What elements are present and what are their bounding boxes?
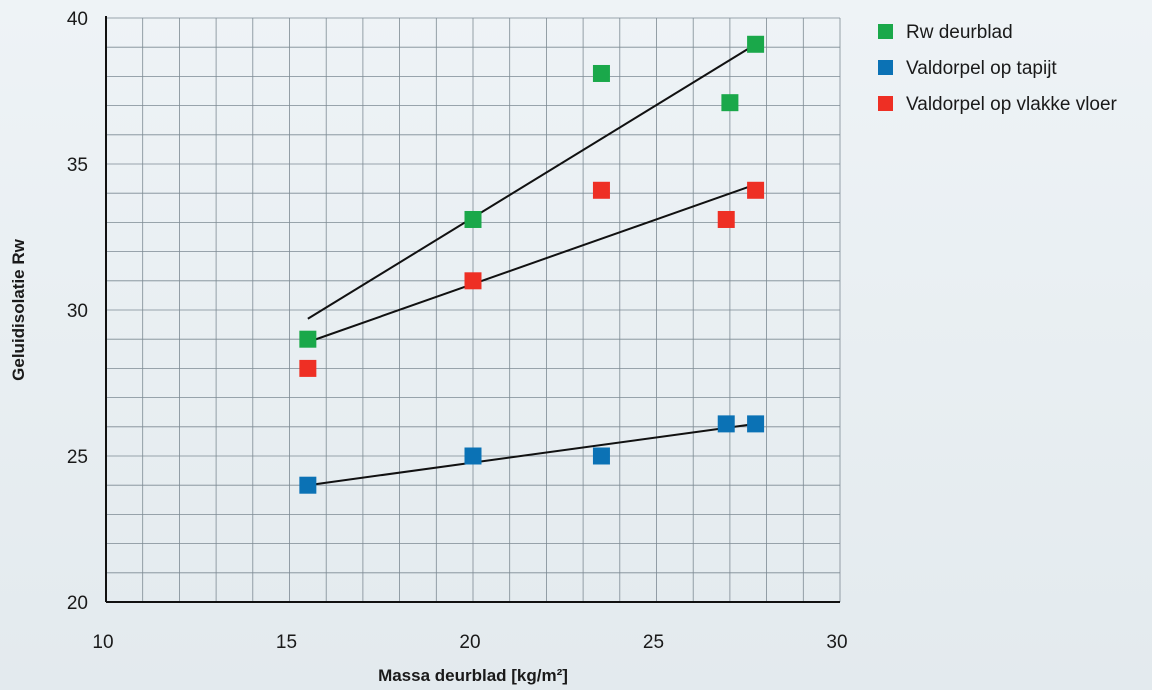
data-point	[747, 35, 765, 53]
x-tick-label: 25	[643, 632, 664, 653]
legend-swatch	[878, 96, 893, 111]
legend: Rw deurblad Valdorpel op tapijt Valdorpel …	[878, 22, 1118, 115]
legend-label: Valdorpel op tapijt	[906, 58, 1057, 79]
x-tick-label: 15	[276, 632, 297, 653]
data-point	[717, 415, 735, 433]
data-point	[717, 210, 735, 228]
trendline	[307, 183, 756, 344]
data-point	[592, 181, 610, 199]
x-axis-title: Massa deurblad [kg/m²]	[378, 666, 568, 685]
y-tick-label: 35	[67, 155, 88, 176]
data-point	[464, 210, 482, 228]
data-point	[299, 359, 317, 377]
tick-labels: 20 25 30 35 40 10 15 20 25 30	[67, 9, 848, 653]
data-point	[592, 64, 610, 82]
x-tick-label: 10	[92, 632, 113, 653]
data-point	[747, 415, 765, 433]
data-point	[299, 476, 317, 494]
legend-label: Rw deurblad	[906, 22, 1013, 43]
data-point	[464, 447, 482, 465]
y-tick-label: 40	[67, 9, 88, 30]
trendlines	[307, 43, 757, 487]
x-tick-label: 20	[459, 632, 480, 653]
legend-swatch	[878, 60, 893, 75]
y-tick-label: 20	[67, 593, 88, 614]
data-points	[299, 35, 765, 494]
axes	[105, 16, 840, 603]
trendline	[307, 422, 756, 487]
data-point	[747, 181, 765, 199]
trendline	[307, 43, 757, 320]
data-point	[592, 447, 610, 465]
x-tick-label: 30	[826, 632, 847, 653]
data-point	[721, 94, 739, 112]
y-tick-label: 25	[67, 447, 88, 468]
y-axis-title: Geluidisolatie Rw	[9, 238, 28, 380]
legend-label: Valdorpel op vlakke vloer	[906, 94, 1118, 115]
data-point	[464, 272, 482, 290]
y-tick-label: 30	[67, 301, 88, 322]
data-point	[299, 330, 317, 348]
legend-swatch	[878, 24, 893, 39]
